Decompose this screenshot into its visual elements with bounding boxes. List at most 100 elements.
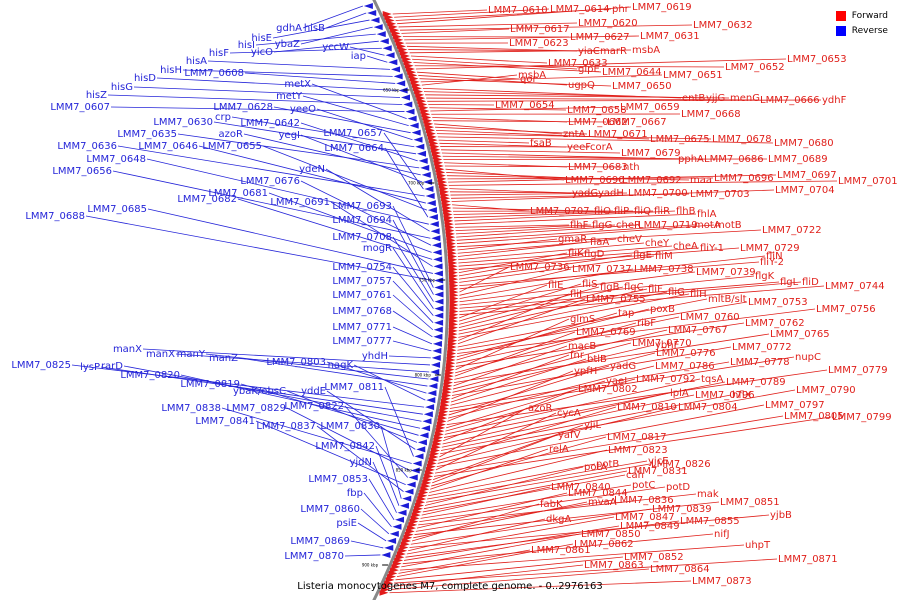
reverse-gene-arrow — [411, 129, 421, 136]
forward-callout-line — [427, 460, 648, 500]
forward-callout-line — [430, 106, 620, 112]
reverse-callout-line — [392, 310, 433, 338]
forward-gene-label: LMM7_0668 — [681, 109, 741, 120]
reverse-gene-label: LMM7_0768 — [332, 306, 392, 317]
reverse-gene-arrow — [391, 66, 401, 73]
forward-callout-line — [405, 520, 680, 558]
reverse-gene-arrow — [432, 249, 442, 256]
reverse-gene-label: LMM7_0853 — [308, 474, 368, 485]
forward-gene-label: LMM7_0697 — [777, 170, 837, 181]
reverse-callout-line — [392, 280, 434, 323]
forward-gene-label: LMM7_0690 — [565, 175, 625, 186]
reverse-gene-arrow — [420, 164, 430, 171]
forward-callout-line — [440, 389, 796, 455]
forward-callout-line — [414, 65, 725, 68]
forward-gene-label: LMM7_0817 — [607, 432, 667, 443]
reverse-gene-arrow — [389, 530, 399, 537]
forward-callout-line — [408, 518, 546, 552]
reverse-callout-line — [311, 83, 407, 119]
forward-gene-label: fliO — [594, 206, 611, 217]
forward-gene-label: yadG — [572, 188, 598, 199]
forward-gene-label: LMM7_0729 — [740, 243, 800, 254]
forward-callout-line — [458, 286, 600, 325]
forward-callout-line — [412, 58, 578, 70]
forward-callout-line — [440, 394, 732, 451]
legend-label-reverse: Reverse — [851, 25, 888, 36]
forward-gene-label: LMM7_0644 — [602, 67, 662, 78]
reverse-gene-arrow — [423, 178, 433, 185]
forward-gene-label: cheV — [617, 234, 642, 245]
reverse-gene-label: ydeN — [299, 164, 325, 175]
forward-gene-label: LMM7_0675 — [650, 134, 710, 145]
forward-gene-label: LMM7_0850 — [581, 529, 641, 540]
forward-gene-label: LMM7_0671 — [588, 129, 648, 140]
reverse-gene-arrow — [403, 101, 413, 108]
forward-callout-line — [417, 71, 520, 80]
reverse-gene-arrow — [370, 17, 380, 24]
reverse-callout-line — [325, 12, 367, 29]
forward-callout-line — [451, 189, 775, 202]
reverse-gene-label: LMM7_0681 — [208, 188, 268, 199]
forward-gene-label: mvaA — [588, 497, 617, 508]
reverse-callout-line — [392, 266, 434, 316]
reverse-gene-arrow — [421, 171, 431, 178]
forward-callout-line — [396, 543, 574, 577]
reverse-gene-label: azoR — [219, 129, 243, 140]
forward-gene-label: tap — [618, 308, 634, 319]
forward-gene-label: LMM7_0772 — [732, 342, 792, 353]
forward-callout-line — [398, 549, 531, 574]
reverse-gene-label: LMM7_0870 — [284, 551, 344, 562]
reverse-callout-line — [146, 158, 429, 225]
forward-callout-line — [448, 365, 610, 416]
reverse-gene-arrow — [434, 277, 444, 284]
forward-gene-label: LMM7_0704 — [775, 185, 835, 196]
forward-callout-line — [452, 342, 632, 390]
forward-callout-line — [452, 207, 594, 212]
forward-gene-label: LMM7_0701 — [838, 176, 898, 187]
reverse-gene-label: manY — [177, 349, 206, 360]
reverse-gene-label: LMM7_0822 — [284, 401, 344, 412]
forward-gene-label: LMM7_0778 — [730, 357, 790, 368]
forward-gene-label: LMM7_0662 — [568, 117, 628, 128]
reverse-callout-line — [325, 168, 430, 232]
reverse-gene-arrow — [422, 418, 432, 425]
forward-gene-label: potB — [596, 459, 619, 470]
reverse-gene-arrow — [407, 115, 417, 122]
forward-gene-label: LMM7_0836 — [614, 495, 674, 506]
reverse-callout-lines — [71, 5, 434, 557]
forward-callout-line — [457, 298, 586, 345]
reverse-gene-arrow — [430, 368, 440, 375]
scale-tick-label: 800 kbp — [415, 373, 432, 378]
reverse-callout-line — [229, 47, 382, 54]
forward-gene-label: glpE — [578, 64, 600, 75]
reverse-gene-arrow — [421, 425, 431, 432]
reverse-callout-line — [182, 69, 393, 77]
forward-gene-label: LMM7_0802 — [578, 384, 638, 395]
reverse-gene-arrow — [429, 376, 439, 383]
reverse-callout-line — [272, 19, 370, 39]
forward-callout-line — [389, 580, 692, 594]
reverse-gene-arrow — [419, 432, 429, 439]
reverse-gene-label: LMM7_0636 — [57, 141, 117, 152]
forward-gene-label: LMM7_0864 — [650, 564, 710, 575]
reverse-callout-line — [300, 26, 373, 45]
reverse-gene-arrow — [434, 319, 444, 326]
forward-callout-line — [455, 318, 570, 371]
forward-gene-label: LMM7_0683 — [568, 162, 628, 173]
forward-callout-line — [437, 406, 678, 464]
reverse-gene-label: LMM7_0838 — [161, 403, 221, 414]
forward-gene-label: motB — [715, 220, 742, 231]
reverse-gene-label: iap — [351, 51, 366, 62]
reverse-callout-line — [221, 407, 412, 464]
forward-callout-line — [444, 378, 701, 435]
forward-gene-label: yjiL — [584, 420, 601, 431]
reverse-gene-arrow — [424, 185, 434, 192]
reverse-gene-label: psiE — [336, 518, 357, 529]
reverse-callout-line — [368, 478, 395, 520]
forward-gene-label: maa — [690, 175, 712, 186]
reverse-callout-line — [243, 133, 421, 176]
reverse-gene-arrow — [416, 446, 426, 453]
forward-callout-line — [418, 493, 697, 526]
forward-gene-label: LMM7_0847 — [615, 512, 675, 523]
